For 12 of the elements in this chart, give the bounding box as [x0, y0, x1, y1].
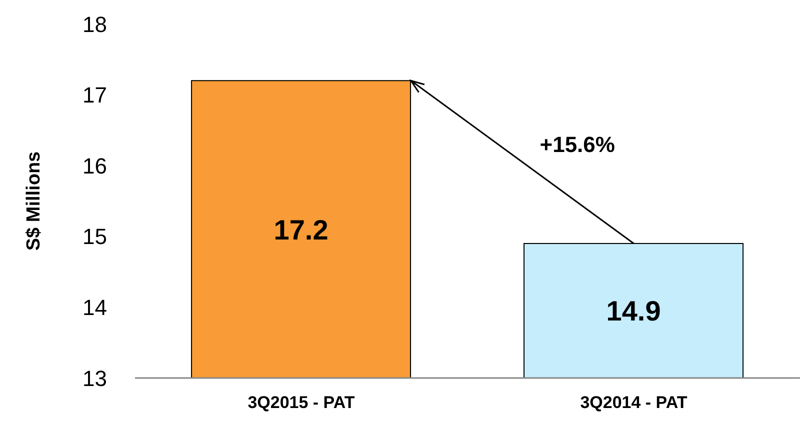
data-label: 17.2	[274, 214, 328, 246]
annotation: +15.6%	[540, 132, 615, 158]
x-tick-label: 3Q2015 - PAT	[248, 393, 356, 412]
y-tick-label: 18	[82, 12, 107, 37]
y-tick-label: 17	[82, 82, 107, 108]
y-tick-label: 14	[82, 295, 107, 320]
y-tick-label: 16	[82, 153, 107, 178]
y-tick-label: 15	[82, 224, 107, 250]
x-tick-label: 3Q2014 - PAT	[580, 393, 688, 412]
data-label: 14.9	[606, 296, 661, 327]
y-axis-title: S$ Millions	[24, 151, 45, 251]
y-tick-label: 13	[82, 366, 107, 391]
